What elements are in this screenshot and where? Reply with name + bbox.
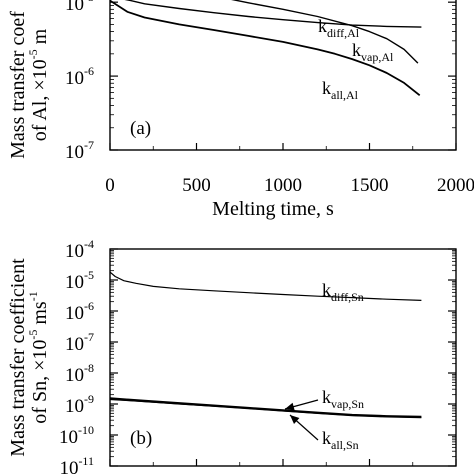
- x-axis-title: Melting time, s: [212, 198, 334, 220]
- series-group: [110, 0, 422, 97]
- series-label-vap-sn: kvap,Sn: [322, 387, 364, 411]
- y-tick-label: 10-8: [65, 361, 94, 386]
- y-axis-title: Mass transfer coefficient of Sn, ×10-5 ms…: [7, 258, 51, 457]
- series-line-diff-al: [124, 0, 422, 28]
- series-label-all-sn: kall,Sn: [322, 428, 359, 452]
- y-axis-title-line1: Mass transfer coefficient: [7, 258, 29, 457]
- y-axis-title-line2: of Al, ×10-5 m: [26, 28, 51, 141]
- series-label-all-al: kall,Al: [322, 78, 359, 102]
- x-tick-label: 1000: [264, 175, 302, 196]
- y-axis-title-line1: Mass transfer coef: [7, 11, 29, 159]
- y-tick-label: 10-6: [65, 64, 94, 89]
- panel-label: (b): [130, 428, 152, 449]
- annotation-arrowhead: [285, 402, 295, 411]
- y-axis-title-line2: of Sn, ×10-5 ms-1: [26, 291, 51, 423]
- panel-a-chart: 10-5 10-6 10-7 0 500 1000 1500 2000 Melting time…: [7, 0, 474, 220]
- y-tick-label: 10-5: [65, 268, 94, 293]
- x-tick-label: 1500: [351, 175, 389, 196]
- x-tick-label: 2000: [437, 175, 474, 196]
- series-line-diff-sn: [110, 271, 422, 301]
- panel-b-chart: 10-4 10-5 10-6 10-7 10-8 10-9 10-10 10-11 Mass t…: [7, 237, 457, 474]
- x-tick-label: 500: [182, 175, 211, 196]
- series-line-vap-al: [231, 0, 419, 64]
- y-tick-label: 10-11: [59, 454, 94, 474]
- y-tick-label: 10-10: [59, 423, 94, 448]
- annotation-arrowhead: [290, 415, 300, 424]
- panel-label: (a): [130, 118, 151, 139]
- x-tick-label: 0: [105, 175, 115, 196]
- series-line-all-sn: [110, 397, 422, 419]
- plot-frame: [109, 0, 457, 151]
- y-tick-label: 10-5: [65, 0, 94, 15]
- series-label-diff-al: kdiff,Al: [318, 16, 360, 40]
- series-label-diff-sn: kdiff,Sn: [322, 280, 364, 304]
- y-tick-label: 10-7: [65, 138, 94, 163]
- y-tick-label: 10-7: [65, 330, 94, 355]
- plot-frame: [109, 248, 457, 467]
- series-group: [110, 271, 422, 419]
- y-tick-label: 10-9: [65, 392, 94, 417]
- y-tick-label: 10-4: [65, 237, 94, 262]
- y-tick-label: 10-6: [65, 299, 94, 324]
- series-label-vap-al: kvap,Al: [352, 40, 394, 64]
- y-axis-title: Mass transfer coef of Al, ×10-5 m: [7, 11, 51, 159]
- series-line-all-al: [110, 0, 421, 97]
